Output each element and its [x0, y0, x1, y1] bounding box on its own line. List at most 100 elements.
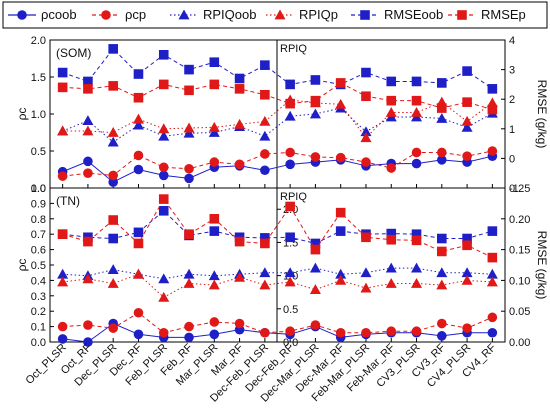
panel-1-left-axis-title: ρc [15, 259, 29, 272]
panel-0-point-ρcp-12 [361, 157, 371, 167]
panel-1-left-tick-label: 0.5 [31, 260, 46, 272]
panel-1-mid-axis-title: RPIQ [280, 191, 307, 203]
panel-1-point-RPIQoob-14 [411, 262, 423, 273]
panel-0-point-RPIQoob-5 [183, 127, 195, 138]
panel-0-point-ρcp-8 [260, 149, 270, 159]
panel-0-point-RMSEp-2 [108, 81, 118, 91]
legend-label-ρcp: ρcp [125, 7, 146, 22]
panel-1-right-tick-label: 0.05 [509, 306, 530, 318]
panel-1-point-ρcp-7 [234, 318, 245, 329]
panel-0-left-tick-label: 2.0 [31, 35, 46, 47]
panel-1-point-ρcp-0 [57, 321, 68, 332]
panel-0-point-RMSEoob-15 [437, 78, 447, 88]
panel-1-right-tick-label: 0.20 [509, 214, 530, 226]
panel-1-point-RPIQoob-2 [107, 264, 119, 275]
panel-1-point-RMSEp-5 [184, 229, 194, 239]
panel-0-point-ρcoob-15 [437, 155, 447, 165]
panel-0-point-RMSEoob-1 [83, 76, 93, 87]
panel-1-series-line-RPIQoob [62, 267, 493, 280]
panel-0-point-RPIQoob-10 [309, 108, 321, 119]
panel-1-point-RPIQoob-10 [309, 262, 321, 273]
panel-0-point-RMSEp-17 [487, 104, 498, 115]
panel-1-point-RMSEp-7 [234, 236, 245, 247]
panel-1-point-ρcp-5 [184, 321, 194, 332]
panel-1-point-RPIQp-0 [57, 276, 69, 287]
panel-1-point-RPIQp-15 [436, 279, 448, 290]
panel-1-point-RPIQoob-0 [57, 268, 69, 279]
panel-1-left-tick-label: 1.0 [31, 183, 46, 195]
panel-1-point-RPIQp-10 [309, 284, 321, 295]
panel-0-point-RMSEoob-5 [184, 64, 194, 75]
panel-0-point-ρcp-5 [184, 163, 194, 174]
panel-1-point-RPIQp-6 [208, 279, 220, 290]
panel-1-point-ρcp-9 [285, 326, 295, 337]
panel-1-point-RMSEoob-10 [310, 238, 321, 249]
panel-0-point-ρcp-1 [83, 168, 93, 178]
panel-1-point-RPIQoob-16 [461, 267, 473, 278]
panel-0-point-RPIQp-1 [82, 125, 94, 136]
panel-1-label: (TN) [56, 194, 80, 208]
panel-0-point-RMSEoob-14 [411, 76, 422, 87]
panel-0-point-RPIQp-0 [57, 125, 69, 136]
panel-1-left-tick-label: 0.0 [31, 337, 46, 349]
panel-0-point-RMSEp-3 [133, 92, 144, 103]
panel-1-point-ρcp-1 [83, 320, 93, 330]
panel-1-point-RPIQp-5 [183, 277, 195, 288]
panel-0-point-RMSEp-15 [437, 103, 447, 113]
panel-0-point-ρcp-3 [133, 150, 144, 161]
panel-1-point-ρcoob-6 [209, 329, 220, 340]
legend-label-RMSEp: RMSEp [481, 7, 526, 22]
panel-0-point-RMSEoob-3 [133, 69, 144, 79]
panel-0-right-tick-label: -1 [509, 183, 519, 195]
panel-0-series-line-RPIQp [62, 99, 493, 139]
panel-1-point-RMSEoob-16 [462, 233, 472, 244]
legend-marker-RPIQp [274, 9, 286, 20]
panel-0-point-RMSEp-6 [209, 79, 220, 90]
panel-0-point-RMSEoob-13 [386, 76, 397, 87]
panel-0-point-RPIQp-4 [158, 123, 170, 134]
panel-0-point-RMSEoob-6 [209, 57, 220, 67]
panel-1-point-RPIQoob-4 [158, 273, 170, 284]
panel-1-left-tick-label: 0.9 [31, 198, 46, 210]
legend-marker-RPIQoob [178, 9, 190, 20]
panel-1-point-ρcoob-3 [133, 329, 144, 340]
panel-1-left-tick-label: 0.2 [31, 306, 46, 318]
panel-1-point-RMSEoob-4 [158, 205, 169, 216]
panel-1-point-RMSEp-6 [209, 214, 220, 224]
panel-1-series-line-RPIQp [62, 273, 493, 298]
panel-0-point-RPIQoob-9 [284, 110, 296, 121]
panel-0-left-tick-label: 1.5 [31, 72, 46, 84]
panel-0-point-RPIQp-14 [411, 107, 423, 117]
panel-0-point-ρcp-7 [234, 159, 245, 170]
panel-0-point-RMSEoob-12 [361, 67, 371, 78]
panel-1-point-ρcoob-17 [487, 327, 498, 338]
panel-0-point-ρcp-13 [386, 163, 397, 173]
panel-0-right-axis-title: RMSE (g/kg) [535, 80, 549, 149]
panel-1-point-RMSEoob-8 [260, 233, 270, 243]
panel-1-point-RMSEp-9 [285, 201, 295, 212]
panel-0-point-RMSEp-10 [310, 95, 321, 106]
panel-0-point-RPIQp-3 [132, 113, 144, 124]
panel-0-point-RPIQoob-1 [82, 115, 94, 126]
panel-1-point-RMSEp-15 [437, 246, 447, 257]
panel-1-point-ρcp-13 [386, 326, 397, 337]
panel-1-point-RMSEoob-15 [437, 233, 447, 244]
panel-1-point-RPIQp-7 [234, 271, 246, 282]
panel-0-point-RMSEp-14 [411, 95, 422, 106]
panel-0-point-RMSEp-1 [83, 84, 93, 94]
panel-0-label: (SOM) [56, 46, 91, 60]
panel-0-right-tick-label: 2 [509, 94, 515, 106]
panel-1-right-tick-label: 0.25 [509, 183, 530, 195]
panel-0-point-RPIQoob-16 [461, 121, 473, 132]
panel-0-point-RMSEp-9 [285, 98, 295, 109]
panel-1-point-RMSEoob-13 [386, 228, 397, 239]
panel-1-point-ρcp-15 [437, 318, 447, 329]
panel-0-point-RMSEoob-8 [260, 60, 270, 70]
panel-1-point-RPIQp-16 [461, 274, 473, 285]
panel-1-point-ρcp-11 [335, 327, 346, 338]
panel-0-point-RMSEoob-0 [57, 67, 68, 78]
legend-marker-ρcoob [17, 10, 27, 20]
panel-0-point-ρcoob-9 [285, 159, 295, 170]
panel-1-point-RMSEp-3 [133, 238, 144, 249]
panel-0-point-RMSEp-12 [361, 91, 371, 102]
